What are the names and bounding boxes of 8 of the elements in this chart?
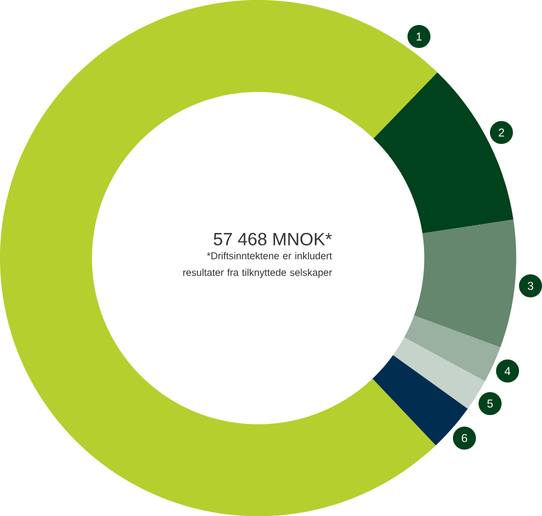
- slice-label: 3: [528, 282, 534, 290]
- slice-label: 6: [462, 434, 468, 442]
- text: 57 468 MNOK*: [214, 232, 332, 246]
- slice-label: 5: [487, 400, 493, 408]
- slice-label: 2: [498, 128, 504, 136]
- slice-label: 4: [504, 367, 510, 375]
- slice-label: 1: [416, 32, 422, 40]
- text: *Driftsinntektene er inkludert resultater fra tilknyttede selskaper: [183, 252, 332, 278]
